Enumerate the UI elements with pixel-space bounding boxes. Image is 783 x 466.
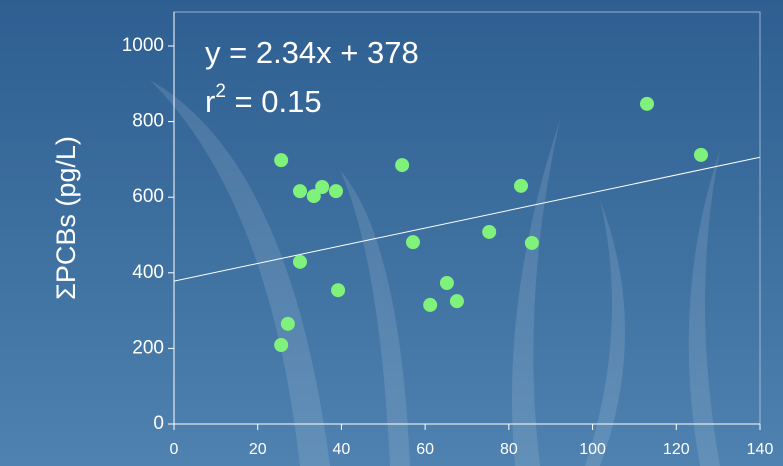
data-point xyxy=(513,178,528,193)
data-point xyxy=(328,184,343,199)
x-tick-label: 60 xyxy=(416,441,434,458)
plot-area xyxy=(174,96,760,352)
x-tick-label: 100 xyxy=(579,441,606,458)
x-tick-label: 80 xyxy=(500,441,518,458)
data-point xyxy=(482,224,497,239)
data-point xyxy=(315,179,330,194)
data-point xyxy=(449,294,464,309)
r-rest: = 0.15 xyxy=(226,84,322,119)
data-point xyxy=(274,337,289,352)
x-tick-label: 0 xyxy=(170,441,179,458)
data-point xyxy=(639,96,654,111)
y-tick-label: 200 xyxy=(132,337,164,358)
trendline xyxy=(174,156,760,282)
data-point xyxy=(406,235,421,250)
y-tick-label: 0 xyxy=(153,413,164,434)
x-tick-label: 120 xyxy=(663,441,690,458)
r-symbol: r xyxy=(205,84,215,119)
x-tick-label: 20 xyxy=(249,441,267,458)
data-point xyxy=(280,316,295,331)
equation: y = 2.34x + 378 xyxy=(205,35,419,70)
data-point xyxy=(292,184,307,199)
data-point xyxy=(331,283,346,298)
data-point xyxy=(274,153,289,168)
leaf-decoration xyxy=(150,80,720,466)
r-squared: r2 = 0.15 xyxy=(205,81,322,119)
data-point xyxy=(306,189,321,204)
data-point xyxy=(395,158,410,173)
data-point xyxy=(524,235,539,250)
y-tick-label: 800 xyxy=(132,111,164,132)
y-tick-label: 1000 xyxy=(122,35,164,56)
y-tick-label: 400 xyxy=(132,262,164,283)
data-point xyxy=(423,297,438,312)
data-point xyxy=(292,254,307,269)
y-axis-title: ΣPCBs (pg/L) xyxy=(51,136,81,300)
x-tick-label: 140 xyxy=(747,441,774,458)
y-tick-label: 600 xyxy=(132,186,164,207)
data-point xyxy=(439,276,454,291)
x-tick-label: 40 xyxy=(333,441,351,458)
data-point xyxy=(693,147,708,162)
r-exponent: 2 xyxy=(215,81,226,102)
